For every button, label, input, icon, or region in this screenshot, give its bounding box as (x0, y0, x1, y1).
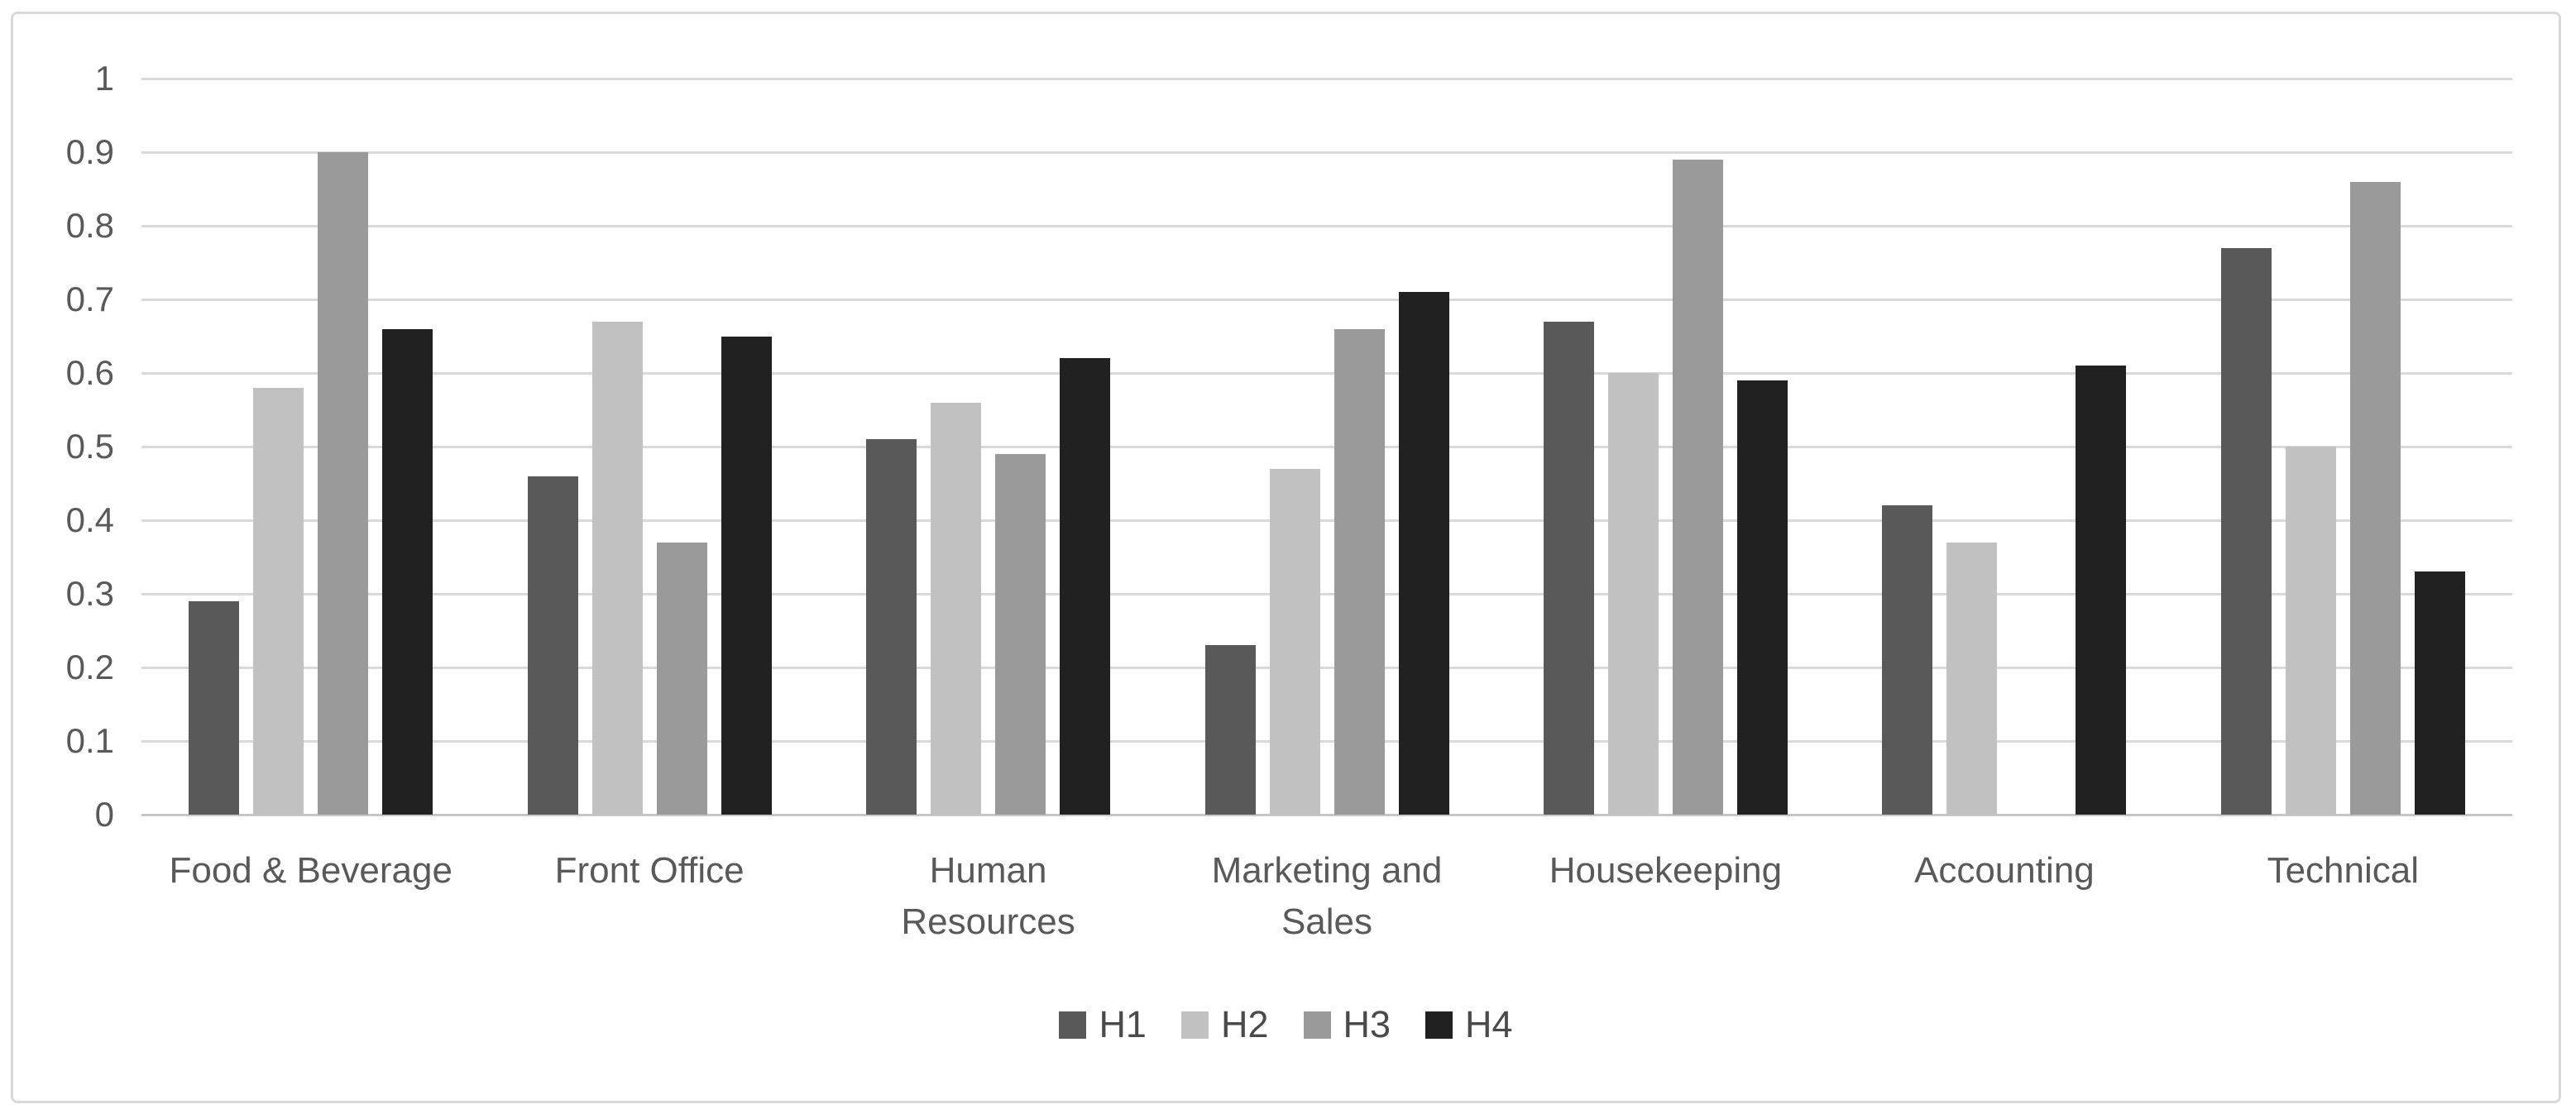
legend-label-h4: H4 (1465, 1003, 1513, 1045)
legend-swatch-h3 (1303, 1011, 1331, 1039)
y-tick-label: 0.9 (65, 132, 114, 171)
legend-swatch-h2 (1180, 1011, 1209, 1039)
gridline (141, 151, 2512, 154)
bar-h1-housekeeping (1543, 321, 1594, 815)
gridline (141, 519, 2512, 522)
bar-h3-human-resources (995, 453, 1046, 815)
y-tick-label: 0.7 (65, 280, 114, 318)
legend: H1 H2 H3 H4 (13, 1003, 2559, 1046)
category-label-marketing-and-sales: Marketing and Sales (1211, 850, 1443, 942)
bar-h1-front-office (527, 476, 578, 815)
x-axis-category-labels: Food & Beverage Front Office Human Resourc… (141, 845, 2512, 978)
gridline (141, 739, 2512, 743)
legend-swatch-h4 (1425, 1011, 1453, 1039)
bar-h2-housekeeping (1607, 373, 1659, 815)
bar-h1-human-resources (866, 439, 917, 815)
gridline (141, 666, 2512, 669)
bar-h4-front-office (721, 336, 772, 815)
gridline (141, 445, 2512, 448)
legend-label-h3: H3 (1343, 1003, 1391, 1045)
gridline (141, 592, 2512, 595)
category-label-front-office: Front Office (554, 850, 745, 891)
category-label-housekeeping: Housekeeping (1549, 850, 1783, 891)
y-tick-label: 0.8 (65, 206, 114, 245)
bar-h3-marketing-and-sales (1333, 328, 1385, 815)
y-axis: 0 0.1 0.2 0.3 0.4 0.5 0.6 0.7 0.8 0.9 1 (13, 59, 131, 834)
plot-area (141, 77, 2512, 816)
bar-h2-accounting (1946, 542, 1998, 815)
bar-h3-front-office (656, 542, 707, 815)
bar-h1-food-beverage (189, 600, 240, 815)
y-tick-label: 0.4 (65, 500, 114, 539)
y-tick-label: 0.2 (65, 648, 114, 686)
bar-h4-technical (2414, 571, 2465, 815)
bar-h1-technical (2220, 247, 2272, 815)
y-tick-label: 0.6 (65, 353, 114, 392)
bar-h4-housekeeping (1736, 380, 1788, 815)
gridline (141, 298, 2512, 301)
gridline (141, 224, 2512, 227)
bar-h2-front-office (591, 321, 643, 815)
category-label-accounting: Accounting (1913, 850, 2095, 891)
legend-item-h3: H3 (1303, 1003, 1391, 1046)
bar-h1-marketing-and-sales (1204, 645, 1256, 815)
category-label-human-resources: Human Resources (901, 850, 1075, 942)
y-tick-label: 0.5 (65, 427, 114, 466)
bar-h2-marketing-and-sales (1269, 468, 1320, 815)
bar-h2-food-beverage (253, 387, 304, 815)
bar-h4-marketing-and-sales (1398, 292, 1449, 815)
bar-h4-accounting (2076, 366, 2127, 815)
legend-item-h2: H2 (1180, 1003, 1269, 1046)
legend-label-h2: H2 (1220, 1003, 1269, 1045)
y-tick-label: 0.1 (65, 721, 114, 760)
category-label-technical: Technical (2267, 850, 2419, 891)
y-tick-label: 0 (94, 795, 114, 834)
legend-swatch-h1 (1059, 1011, 1087, 1039)
category-label-food-beverage: Food & Beverage (169, 850, 452, 891)
y-tick-label: 1 (94, 59, 114, 98)
bar-h4-human-resources (1060, 358, 1111, 815)
bar-h2-technical (2285, 447, 2336, 815)
bar-h3-technical (2349, 181, 2401, 815)
x-axis-baseline (141, 813, 2512, 816)
bar-h3-food-beverage (318, 152, 369, 815)
bar-h3-housekeeping (1672, 159, 1723, 815)
gridline (141, 77, 2512, 80)
legend-item-h1: H1 (1059, 1003, 1147, 1046)
bar-chart-frame: 0 0.1 0.2 0.3 0.4 0.5 0.6 0.7 0.8 0.9 1 Food & Bev… (11, 12, 2561, 1103)
y-tick-label: 0.3 (65, 574, 114, 613)
legend-label-h1: H1 (1099, 1003, 1147, 1045)
bar-h4-food-beverage (382, 328, 433, 815)
legend-item-h4: H4 (1425, 1003, 1513, 1046)
bar-h1-accounting (1882, 505, 1933, 815)
bar-h2-human-resources (931, 402, 982, 815)
gridline (141, 371, 2512, 375)
